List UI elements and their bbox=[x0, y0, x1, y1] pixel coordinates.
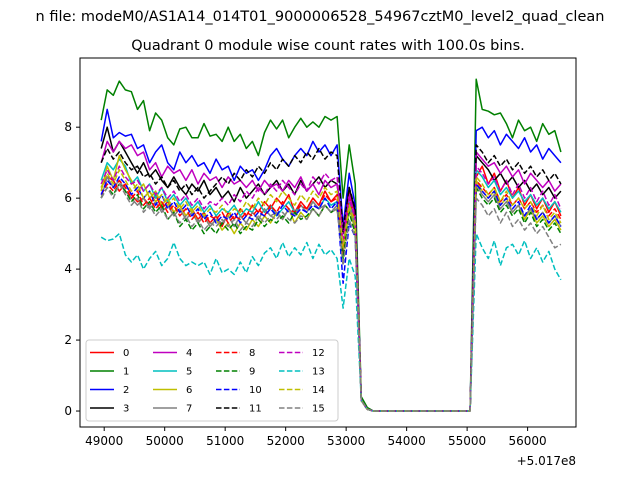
figure-suptitle: n file: modeM0/AS1A14_014T01_9000006528_… bbox=[36, 9, 605, 25]
x-tick-label: 56000 bbox=[509, 434, 547, 448]
chart-title: Quadrant 0 module wise count rates with … bbox=[131, 38, 525, 54]
legend-label: 13 bbox=[312, 367, 325, 378]
legend-label: 12 bbox=[312, 348, 325, 359]
legend-label: 4 bbox=[186, 348, 192, 359]
series-line-5 bbox=[100, 158, 562, 412]
x-tick-label: 54000 bbox=[388, 434, 426, 448]
y-axis: 0 2 4 6 8 bbox=[64, 120, 80, 418]
x-tick-label: 55000 bbox=[448, 434, 486, 448]
x-tick-label: 51000 bbox=[206, 434, 244, 448]
legend-label: 7 bbox=[186, 404, 192, 415]
legend-label: 14 bbox=[312, 385, 325, 396]
legend-label: 15 bbox=[312, 404, 325, 415]
x-tick-label: 52000 bbox=[267, 434, 305, 448]
y-tick-label: 0 bbox=[64, 404, 72, 418]
legend-label: 0 bbox=[123, 348, 129, 359]
x-tick-label: 50000 bbox=[146, 434, 184, 448]
legend-label: 9 bbox=[249, 367, 255, 378]
x-offset-label: +5.017e8 bbox=[517, 454, 576, 468]
y-tick-label: 4 bbox=[64, 262, 72, 276]
legend-box bbox=[85, 339, 339, 422]
series-line-13 bbox=[100, 232, 562, 412]
series-line-10 bbox=[100, 176, 562, 412]
series-line-11 bbox=[100, 144, 562, 412]
series-line-2 bbox=[100, 108, 562, 412]
legend-label: 6 bbox=[186, 385, 192, 396]
axes-frame bbox=[79, 57, 577, 428]
x-tick-label: 53000 bbox=[327, 434, 365, 448]
series-line-4 bbox=[100, 140, 562, 412]
legend-label: 2 bbox=[123, 385, 129, 396]
series-line-8 bbox=[100, 179, 562, 412]
series-line-12 bbox=[100, 165, 562, 412]
series-line-14 bbox=[100, 169, 562, 412]
x-axis: 49000 50000 51000 52000 53000 54000 55000 56000 bbox=[85, 427, 547, 448]
legend-label: 11 bbox=[249, 404, 262, 415]
legend-label: 8 bbox=[249, 348, 255, 359]
legend-label: 1 bbox=[123, 367, 129, 378]
y-tick-label: 8 bbox=[64, 120, 72, 134]
legend-label: 3 bbox=[123, 404, 129, 415]
x-tick-label: 49000 bbox=[85, 434, 123, 448]
series-line-9 bbox=[100, 183, 562, 412]
y-tick-label: 6 bbox=[64, 191, 72, 205]
series-line-1 bbox=[100, 78, 562, 412]
y-tick-label: 2 bbox=[64, 333, 72, 347]
series-lines bbox=[100, 78, 562, 412]
legend-label: 10 bbox=[249, 385, 262, 396]
legend-label: 5 bbox=[186, 367, 192, 378]
